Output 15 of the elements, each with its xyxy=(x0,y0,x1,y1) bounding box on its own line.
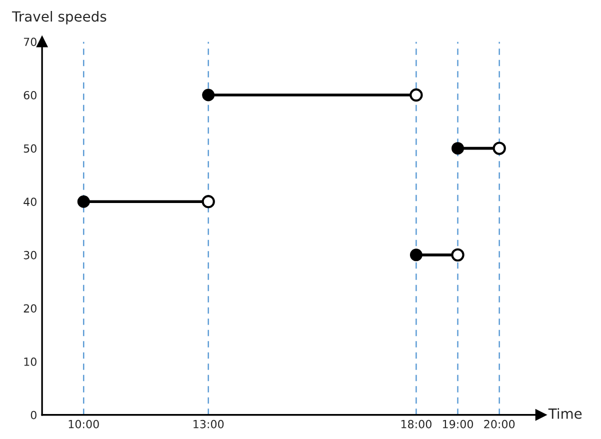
x-tick-label: 20:00 xyxy=(484,420,515,428)
y-tick-label: 50 xyxy=(24,144,36,153)
y-tick-label: 40 xyxy=(24,198,36,206)
y-tick-label: 70 xyxy=(24,38,36,46)
x-tick-label: 19:00 xyxy=(442,420,474,428)
x-tick-label: 13:00 xyxy=(194,420,224,428)
x-tick-label: 10:00 xyxy=(68,420,99,428)
x-tick-label: 18:00 xyxy=(401,420,432,428)
x-axis-title: Time xyxy=(548,408,582,419)
y-tick-label: 10 xyxy=(24,358,36,366)
y-axis-title: Travel speeds xyxy=(12,10,106,24)
y-tick-label: 30 xyxy=(24,250,36,260)
y-tick-label: 0 xyxy=(30,410,36,420)
y-tick-label: 20 xyxy=(24,304,36,313)
y-tick-label: 60 xyxy=(24,90,36,100)
